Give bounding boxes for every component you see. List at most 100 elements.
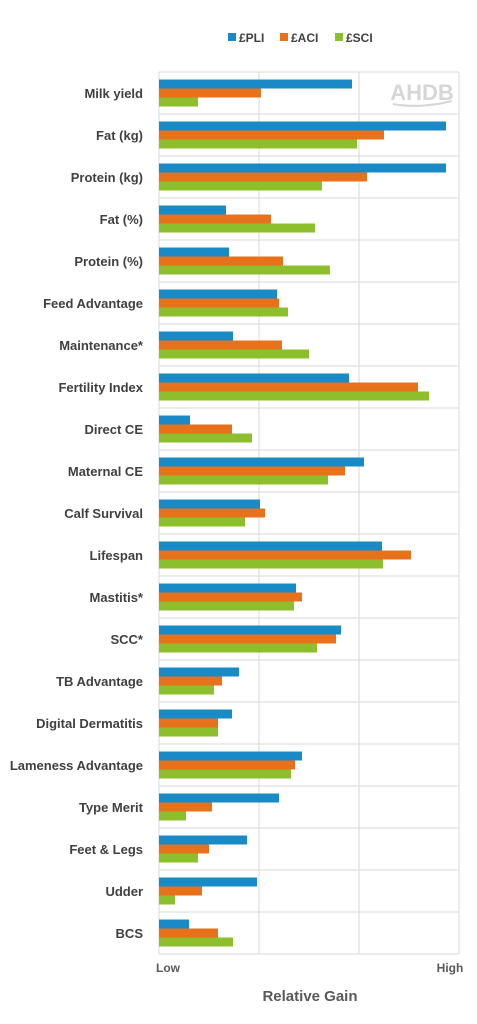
category-label: SCC*: [110, 632, 143, 647]
bar-sci-udder: [159, 895, 175, 905]
bar-aci-feet-legs: [159, 844, 209, 854]
bar-aci-bcs: [159, 928, 218, 938]
bar-sci-digital-dermatitis: [159, 727, 218, 737]
category-label: Digital Dermatitis: [36, 716, 143, 731]
bar-sci-lifespan: [159, 559, 383, 569]
bar-sci-maternal-ce: [159, 475, 328, 485]
bar-aci-scc: [159, 634, 336, 644]
bar-aci-lameness-advantage: [159, 760, 295, 770]
bar-sci-milk-yield: [159, 97, 198, 107]
bar-pli-milk-yield: [159, 79, 352, 89]
category-label: Calf Survival: [64, 506, 143, 521]
bar-aci-type-merit: [159, 802, 212, 812]
x-tick-label: Low: [156, 961, 181, 975]
bar-pli-lifespan: [159, 541, 382, 551]
bar-pli-feed-advantage: [159, 289, 277, 299]
category-label: Mastitis*: [90, 590, 144, 605]
category-label: Maintenance*: [59, 338, 144, 353]
category-label: Lameness Advantage: [10, 758, 143, 773]
bar-pli-lameness-advantage: [159, 751, 302, 761]
category-label: Fat (kg): [96, 128, 143, 143]
bar-aci-fat-kg: [159, 130, 384, 140]
legend-swatch: [280, 33, 288, 41]
bar-sci-scc: [159, 643, 317, 653]
bar-sci-fertility-index: [159, 391, 429, 401]
x-axis-label: Relative Gain: [262, 988, 357, 1005]
legend-label: £ACI: [291, 31, 318, 45]
bar-sci-calf-survival: [159, 517, 245, 527]
bar-aci-tb-advantage: [159, 676, 222, 686]
bar-pli-fat-kg: [159, 121, 446, 131]
category-label: Milk yield: [84, 86, 143, 101]
bar-sci-direct-ce: [159, 433, 252, 443]
x-tick-label: High: [437, 961, 464, 975]
category-label: Udder: [105, 884, 143, 899]
bar-sci-feet-legs: [159, 853, 198, 863]
bar-aci-mastitis: [159, 592, 302, 602]
bar-pli-calf-survival: [159, 499, 260, 509]
bar-sci-feed-advantage: [159, 307, 288, 317]
bar-sci-tb-advantage: [159, 685, 214, 695]
category-labels: Milk yield Fat (kg) Protein (kg) Fat (%) Pro…: [10, 86, 144, 941]
ahdb-logo-text: AHDB: [390, 80, 454, 105]
bar-aci-maintenance: [159, 340, 282, 350]
bar-pli-protein-kg: [159, 163, 446, 173]
category-label: Feed Advantage: [43, 296, 143, 311]
bar-aci-direct-ce: [159, 424, 232, 434]
category-label: Fat (%): [100, 212, 143, 227]
bar-pli-direct-ce: [159, 415, 190, 425]
legend-label: £SCI: [346, 31, 373, 45]
chart-legend: £PLI £ACI £SCI: [228, 31, 373, 45]
bar-sci-type-merit: [159, 811, 186, 821]
category-label: Type Merit: [79, 800, 144, 815]
bar-sci-fat: [159, 223, 315, 233]
bar-sci-fat-kg: [159, 139, 357, 149]
bar-aci-fertility-index: [159, 382, 418, 392]
bar-aci-protein-kg: [159, 172, 367, 182]
category-label: Maternal CE: [68, 464, 143, 479]
ahdb-logo: AHDB: [390, 80, 454, 107]
chart-bars: [159, 79, 446, 947]
bar-pli-maternal-ce: [159, 457, 364, 467]
bar-aci-feed-advantage: [159, 298, 279, 308]
legend-label: £PLI: [239, 31, 264, 45]
bar-pli-feet-legs: [159, 835, 247, 845]
bar-sci-lameness-advantage: [159, 769, 291, 779]
bar-aci-fat: [159, 214, 271, 224]
bar-pli-scc: [159, 625, 341, 635]
bar-pli-fat: [159, 205, 226, 215]
bar-aci-protein: [159, 256, 283, 266]
bar-pli-bcs: [159, 919, 189, 929]
bar-pli-digital-dermatitis: [159, 709, 232, 719]
legend-swatch: [228, 33, 236, 41]
bar-pli-protein: [159, 247, 229, 257]
category-label: Lifespan: [90, 548, 144, 563]
bar-aci-lifespan: [159, 550, 411, 560]
ahdb-logo-swoosh: [392, 100, 453, 107]
bar-aci-milk-yield: [159, 88, 261, 98]
category-label: BCS: [116, 926, 144, 941]
bar-sci-bcs: [159, 937, 233, 947]
category-label: Protein (%): [74, 254, 143, 269]
bar-aci-calf-survival: [159, 508, 265, 518]
bar-pli-tb-advantage: [159, 667, 239, 677]
bar-pli-udder: [159, 877, 257, 887]
category-label: TB Advantage: [56, 674, 143, 689]
bar-sci-maintenance: [159, 349, 309, 359]
bar-pli-maintenance: [159, 331, 233, 341]
bar-pli-mastitis: [159, 583, 296, 593]
bar-pli-fertility-index: [159, 373, 349, 383]
bar-sci-protein: [159, 265, 330, 275]
category-label: Feet & Legs: [69, 842, 143, 857]
bar-aci-udder: [159, 886, 202, 896]
bar-aci-maternal-ce: [159, 466, 345, 476]
x-axis-ticks: Low High: [156, 961, 463, 975]
bar-sci-mastitis: [159, 601, 294, 611]
category-label: Direct CE: [84, 422, 143, 437]
legend-swatch: [335, 33, 343, 41]
category-label: Fertility Index: [58, 380, 143, 395]
bar-sci-protein-kg: [159, 181, 322, 191]
bar-aci-digital-dermatitis: [159, 718, 218, 728]
category-label: Protein (kg): [71, 170, 143, 185]
